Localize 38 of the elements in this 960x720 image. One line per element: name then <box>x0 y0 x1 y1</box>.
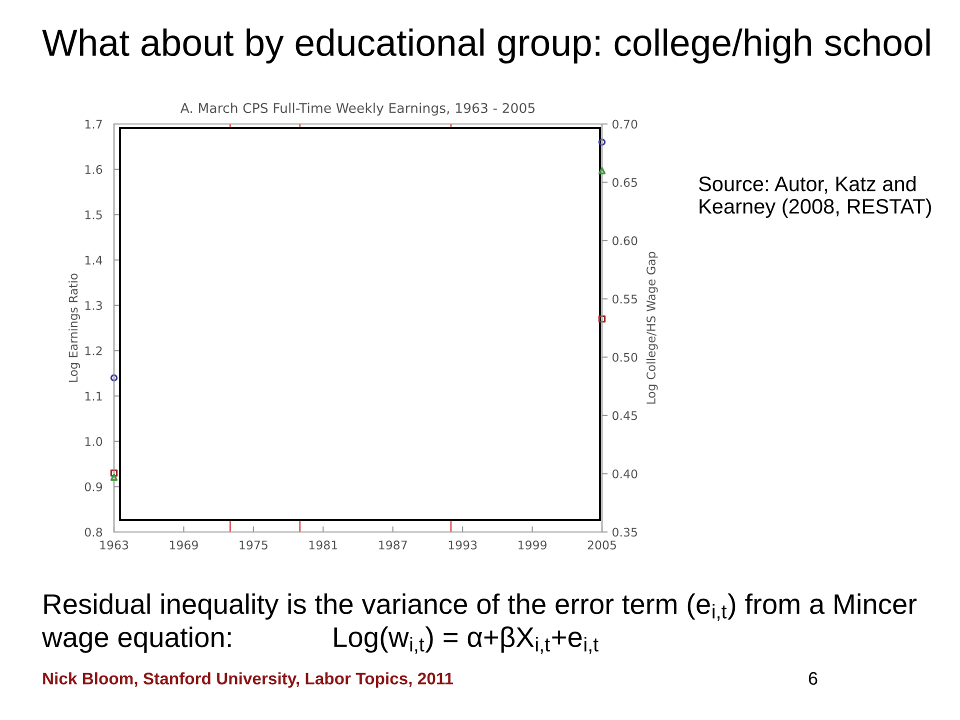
point <box>598 315 606 323</box>
y-tick-label: 0.9 <box>84 482 102 492</box>
y-tick-label: 1.6 <box>85 165 102 174</box>
x-tick-label: 1963 <box>100 540 128 550</box>
text: Residual inequality is the variance of the error term (e$_{i,t}$) from a Mincer <box>44 593 917 621</box>
y-axis-title: Log Earnings Ratio <box>68 274 80 382</box>
x-tick-label: 1969 <box>170 540 198 550</box>
y-tick-label: 1.0 <box>85 437 102 446</box>
chart-subtitle: A. March CPS Full-Time Weekly Earnings, 1963 - 2005 <box>180 102 535 116</box>
chart-title: What about by educational group: college/high school <box>42 28 930 64</box>
y2-tick-label: 0.55 <box>612 294 637 304</box>
y2-tick-label: 0.65 <box>612 178 637 187</box>
y2-tick-label: 0.70 <box>612 120 638 129</box>
y2-tick-label: 0.40 <box>612 469 638 478</box>
y-tick-label: 0.8 <box>84 528 102 537</box>
y2-tick-label: 0.35 <box>612 528 637 537</box>
text: wage equation: <box>42 626 231 653</box>
y-tick-label: 1.4 <box>85 256 102 264</box>
x-tick-label: 1993 <box>448 540 477 550</box>
point <box>110 469 118 477</box>
x-tick-label: 1975 <box>240 540 268 550</box>
text: Nick Bloom, Stanford University, Labor Topics, 2011 <box>43 672 454 688</box>
source-note: Source: Autor, Katz and Kearney (2008, RESTAT) <box>698 176 931 218</box>
y-tick-label: 1.3 <box>85 301 102 310</box>
y2-tick-label: 0.45 <box>612 411 637 420</box>
y2-tick-label: 0.50 <box>612 352 638 362</box>
text: 6 <box>808 672 818 685</box>
y-tick-label: 1.1 <box>85 392 102 400</box>
y2-axis-title: Log College/HS Wage Gap <box>646 252 658 404</box>
text: Log(w$_{i,t}$) = α+βX$_{i,t}$+e$_{i,t}$ <box>334 626 598 654</box>
x-tick-label: 1999 <box>518 540 546 550</box>
x-tick-label: 1981 <box>309 540 338 550</box>
y-tick-label: 1.5 <box>85 210 102 220</box>
y-tick-label: 1.7 <box>85 120 102 128</box>
y2-tick-label: 0.60 <box>612 236 638 246</box>
x-tick-label: 1987 <box>379 540 407 550</box>
x-tick-label: 2005 <box>588 540 616 550</box>
y-tick-label: 1.2 <box>85 346 102 356</box>
